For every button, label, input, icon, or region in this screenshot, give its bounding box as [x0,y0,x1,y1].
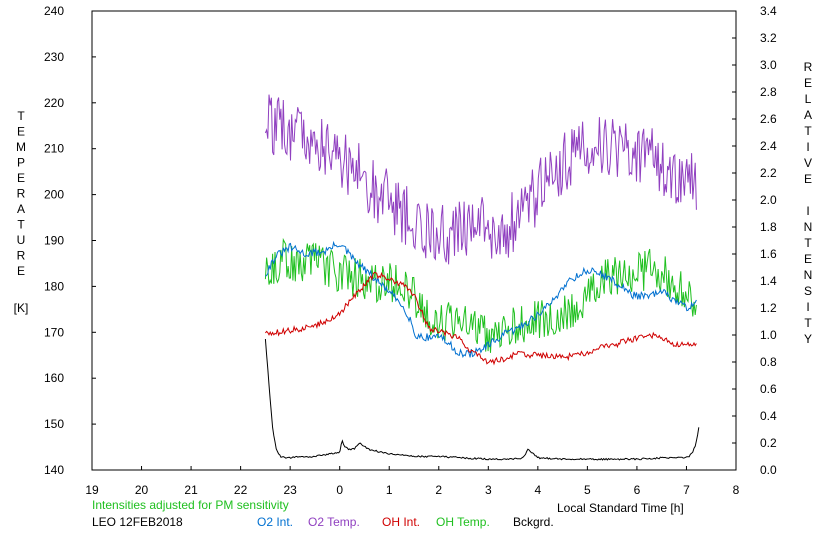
series-layer [264,94,700,461]
left-axis-label-letter: E [17,264,25,278]
left-axis-label-letter: E [17,125,25,139]
x-tick-label: 22 [234,483,248,497]
right-tick-label: 0.0 [760,463,777,477]
x-tick-label: 21 [184,483,198,497]
left-tick-label: 240 [44,4,64,18]
station-date: LEO 12FEB2018 [92,515,183,529]
right-axis-label-letter: R [804,60,813,74]
x-tick-label: 1 [386,483,393,497]
left-tick-label: 200 [44,188,64,202]
right-tick-label: 3.4 [760,4,777,18]
series-oh-int [265,271,697,366]
right-axis: 3.4 3.2 3.0 2.8 2.6 2.4 2.2 2.0 1.8 1.6 1.4 1.2 1.0 0… [732,4,777,477]
series-o2-int [265,240,697,359]
left-axis-label-letter: P [17,156,25,170]
right-tick-label: 1.4 [760,274,777,288]
x-tick-label: 7 [683,483,690,497]
right-axis-label-letter: E [804,76,812,90]
left-tick-label: 220 [44,96,64,110]
right-tick-label: 2.8 [760,85,777,99]
right-axis-label-letter: N [804,268,813,282]
x-tick-label: 2 [435,483,442,497]
right-axis-label-letter: T [804,236,812,250]
sensitivity-note: Intensities adjusted for PM sensitivity [92,498,289,512]
left-axis-label-letter: M [16,140,26,154]
left-axis-unit: [K] [14,301,29,315]
right-axis-label-letter: T [804,316,812,330]
right-axis-label-letter: T [804,124,812,138]
right-axis-label-letter: S [804,284,812,298]
right-tick-label: 0.6 [760,382,777,396]
left-axis-label-letter: A [17,202,25,216]
right-axis-label-letter: N [804,220,813,234]
x-axis-label: Local Standard Time [h] [557,501,684,515]
right-tick-label: 1.8 [760,220,777,234]
left-tick-label: 210 [44,142,64,156]
right-tick-label: 1.6 [760,247,777,261]
right-tick-label: 2.0 [760,193,777,207]
plot-frame [91,10,737,471]
right-tick-label: 2.2 [760,166,777,180]
left-tick-label: 230 [44,50,64,64]
right-tick-label: 2.6 [760,112,777,126]
x-tick-label: 8 [733,483,740,497]
legend-o2-int: O2 Int. [257,515,293,529]
left-axis-label-letter: T [17,109,25,123]
series-o2-temp [264,94,697,265]
left-tick-label: 190 [44,234,64,248]
legend-oh-int: OH Int. [382,515,420,529]
right-axis-label-letter: L [805,92,812,106]
x-axis: 19 20 21 22 23 0 1 2 3 4 5 6 7 8 [85,466,740,497]
right-tick-label: 3.0 [760,58,777,72]
right-tick-label: 2.4 [760,139,777,153]
left-tick-label: 150 [44,417,64,431]
right-axis-label-letter: E [804,252,812,266]
right-axis-label-letter: I [806,300,809,314]
right-axis-label-letter: Y [804,332,812,346]
x-tick-label: 5 [584,483,591,497]
x-tick-label: 23 [283,483,297,497]
left-tick-label: 180 [44,279,64,293]
legend-o2-temp: O2 Temp. [308,515,360,529]
series-oh-temp [264,237,697,353]
right-tick-label: 0.4 [760,409,777,423]
right-tick-label: 1.0 [760,328,777,342]
left-axis: 240 230 220 210 200 190 180 170 160 150 140 [44,4,96,477]
x-tick-label: 19 [85,483,99,497]
x-tick-label: 6 [634,483,641,497]
right-axis-label-letter: A [804,108,812,122]
x-tick-label: 3 [485,483,492,497]
right-axis-label-letter: I [806,204,809,218]
left-tick-label: 140 [44,463,64,477]
right-tick-label: 0.2 [760,436,777,450]
right-tick-label: 1.2 [760,301,777,315]
x-tick-label: 0 [336,483,343,497]
x-tick-label: 20 [135,483,149,497]
right-axis-label-letter: V [804,156,812,170]
left-axis-label-letter: R [17,249,26,263]
left-axis-label-letter: R [17,187,26,201]
left-axis-label-letter: U [17,233,26,247]
series-bckgrd [264,338,700,461]
right-tick-label: 3.2 [760,31,777,45]
right-axis-label-letter: I [806,140,809,154]
left-tick-label: 170 [44,325,64,339]
legend-bckgrd: Bckgrd. [513,515,554,529]
left-axis-label-letter: E [17,171,25,185]
x-tick-label: 4 [535,483,542,497]
legend-oh-temp: OH Temp. [436,515,490,529]
left-axis-label-letter: T [17,218,25,232]
right-axis-label-letter: E [804,172,812,186]
right-tick-label: 0.8 [760,355,777,369]
left-tick-label: 160 [44,371,64,385]
